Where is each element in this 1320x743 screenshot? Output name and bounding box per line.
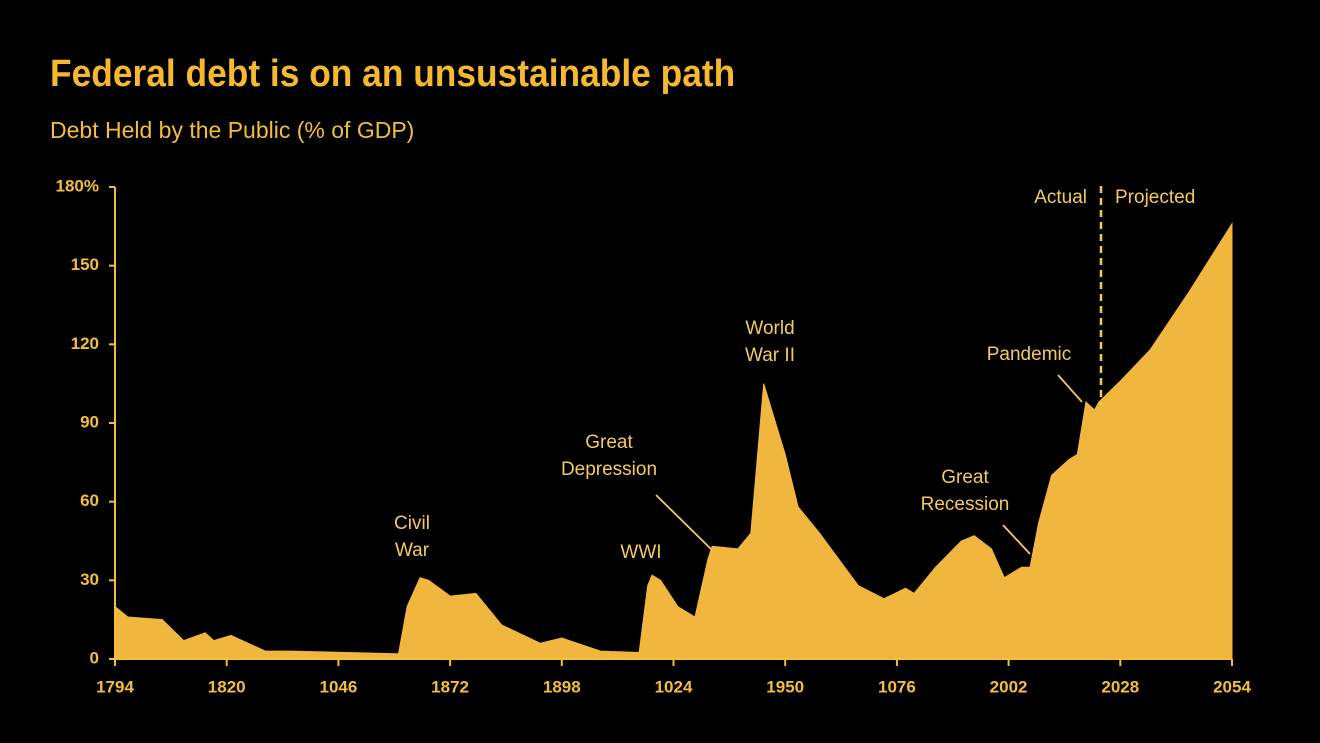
y-tick-label: 150 bbox=[71, 255, 99, 274]
annotation: Great bbox=[941, 467, 989, 488]
leader-line bbox=[1002, 524, 1031, 555]
x-tick-label: 1076 bbox=[878, 677, 916, 696]
x-tick-label: 1898 bbox=[543, 677, 581, 696]
leader-line bbox=[655, 494, 713, 551]
leader-line bbox=[1057, 374, 1083, 403]
x-tick-label: 2028 bbox=[1101, 677, 1139, 696]
x-tick-label: 1820 bbox=[208, 677, 246, 696]
annotation: WWI bbox=[620, 542, 661, 563]
x-tick-label: 1950 bbox=[766, 677, 804, 696]
x-tick-label: 1794 bbox=[96, 677, 134, 696]
y-tick-label: 0 bbox=[90, 648, 99, 667]
annotation: Recession bbox=[921, 494, 1010, 515]
x-tick-label: 2054 bbox=[1213, 677, 1251, 696]
x-tick-label: 1024 bbox=[655, 677, 693, 696]
chart-subtitle: Debt Held by the Public (% of GDP) bbox=[50, 117, 414, 143]
annotation: Pandemic bbox=[987, 344, 1072, 365]
x-tick-label: 1046 bbox=[319, 677, 357, 696]
annotation: Actual bbox=[1034, 187, 1087, 208]
y-tick-label: 120 bbox=[71, 334, 99, 353]
annotation: War bbox=[395, 540, 430, 561]
annotation: Civil bbox=[394, 513, 430, 534]
y-tick-label: 180% bbox=[56, 176, 99, 195]
y-tick-label: 30 bbox=[80, 570, 99, 589]
x-tick-label: 2002 bbox=[990, 677, 1028, 696]
plot: 180% 150 120 90 60 30 0 1794 1820 1046 1872 1898 102… bbox=[56, 176, 1252, 696]
x-tick-label: 1872 bbox=[431, 677, 469, 696]
annotation: War II bbox=[745, 345, 795, 366]
chart-title: Federal debt is on an unsustainable path bbox=[50, 52, 735, 94]
y-tick-label: 90 bbox=[80, 412, 99, 431]
y-tick-label: 60 bbox=[80, 491, 99, 510]
annotation: World bbox=[745, 318, 794, 339]
area bbox=[114, 221, 1233, 660]
annotation: Depression bbox=[561, 459, 657, 480]
annotation: Projected bbox=[1115, 187, 1195, 208]
annotation: Great bbox=[585, 432, 633, 453]
